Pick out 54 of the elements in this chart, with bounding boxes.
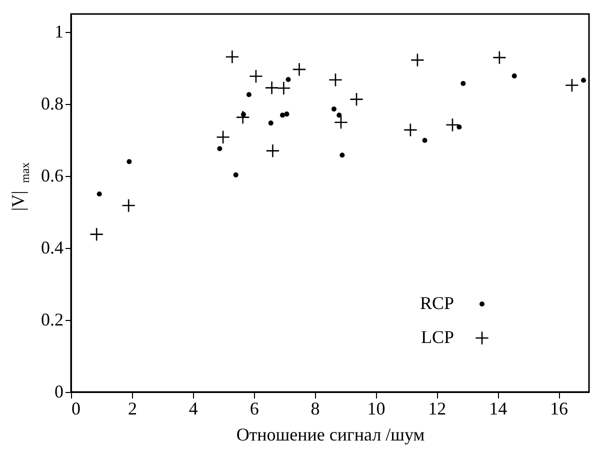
- point: [492, 50, 506, 65]
- point: [286, 77, 291, 82]
- point: [266, 144, 280, 158]
- point: [292, 62, 306, 76]
- y-tick-label: 0: [54, 382, 64, 402]
- point: [580, 78, 586, 83]
- point: [276, 81, 291, 96]
- y-tick-label: 0.4: [41, 238, 64, 258]
- point: [233, 172, 238, 178]
- point: [96, 191, 102, 197]
- point: [216, 130, 230, 144]
- point: [512, 73, 517, 78]
- y-tick-label: 1: [54, 22, 64, 42]
- y-axis-title: |V|max: [8, 162, 32, 211]
- point: [268, 120, 274, 126]
- x-tick-label: 12: [428, 398, 446, 418]
- x-tick-label: 6: [250, 398, 259, 418]
- point: [126, 159, 132, 164]
- x-tick-label: 8: [310, 398, 320, 418]
- point: [225, 50, 240, 64]
- point: [334, 115, 348, 130]
- y-tick-label: 0.6: [41, 166, 64, 186]
- x-tick-label: 2: [128, 398, 137, 418]
- point: [280, 112, 285, 118]
- point: [340, 152, 345, 158]
- x-tick-label: 10: [367, 398, 386, 418]
- point: [264, 80, 279, 95]
- point: [456, 124, 462, 130]
- legend-label: RCP: [420, 293, 454, 313]
- point: [236, 110, 250, 124]
- point: [284, 112, 290, 117]
- point: [350, 92, 364, 106]
- x-tick-label: 14: [489, 398, 508, 418]
- point: [90, 227, 104, 242]
- point: [422, 138, 428, 143]
- x-axis-title: Отношение сигнал /шум: [236, 424, 425, 444]
- point: [336, 112, 342, 118]
- point: [122, 198, 136, 212]
- point: [328, 72, 342, 87]
- point: [217, 146, 222, 152]
- point: [331, 106, 336, 112]
- legend-label: LCP: [420, 327, 454, 347]
- x-tick-label: 0: [72, 398, 80, 418]
- point: [246, 92, 252, 98]
- point: [410, 53, 424, 68]
- x-tick-label: 16: [550, 398, 568, 418]
- x-tick-label: 4: [188, 398, 198, 418]
- point: [403, 122, 418, 137]
- point: [460, 80, 466, 86]
- point: [248, 69, 263, 84]
- y-tick-label: 0.8: [41, 94, 64, 114]
- point: [564, 78, 579, 92]
- y-tick-label: 0.2: [41, 310, 64, 330]
- point: [446, 118, 460, 132]
